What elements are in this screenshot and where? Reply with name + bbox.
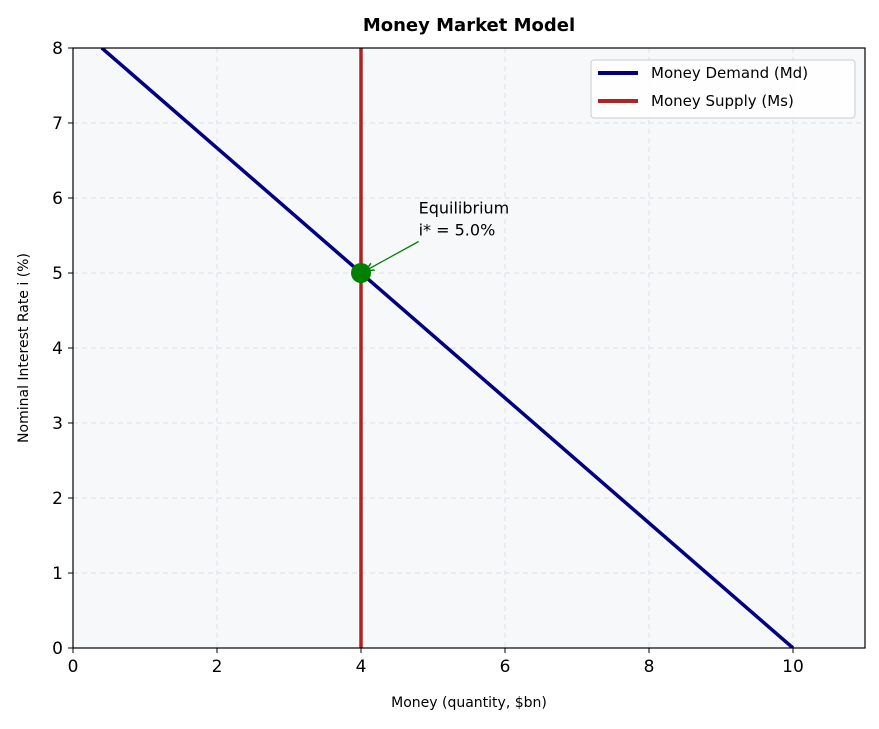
annotation-text: i* = 5.0% bbox=[419, 221, 496, 240]
plot-layer bbox=[100, 48, 795, 648]
plot-frame bbox=[72, 47, 866, 649]
x-tick-label: 8 bbox=[644, 657, 655, 677]
chart-title: Money Market Model bbox=[363, 15, 575, 36]
annotation-arrow bbox=[365, 240, 419, 272]
x-tick-label: 6 bbox=[500, 657, 511, 677]
x-tick-label: 10 bbox=[782, 657, 804, 677]
y-tick-label: 5 bbox=[52, 264, 63, 284]
legend-label: Money Demand (Md) bbox=[651, 64, 808, 82]
series-line bbox=[100, 48, 795, 648]
legend-label: Money Supply (Ms) bbox=[651, 92, 794, 110]
y-tick-label: 0 bbox=[52, 639, 63, 659]
legend-box bbox=[590, 59, 856, 119]
equilibrium-point bbox=[351, 263, 371, 283]
y-axis-label: Nominal Interest Rate i (%) bbox=[16, 253, 32, 443]
annotation-text: Equilibrium bbox=[419, 199, 510, 218]
y-tick-label: 7 bbox=[52, 114, 63, 134]
x-tick-label: 0 bbox=[68, 657, 79, 677]
y-tick-label: 4 bbox=[52, 339, 63, 359]
x-tick-label: 4 bbox=[356, 657, 367, 677]
x-tick-label: 2 bbox=[212, 657, 223, 677]
y-tick-label: 6 bbox=[52, 189, 63, 209]
x-axis-label: Money (quantity, $bn) bbox=[391, 695, 547, 711]
y-tick-label: 1 bbox=[52, 564, 63, 584]
y-tick-label: 8 bbox=[52, 39, 63, 59]
y-tick-label: 3 bbox=[52, 414, 63, 434]
y-tick-label: 2 bbox=[52, 489, 63, 509]
